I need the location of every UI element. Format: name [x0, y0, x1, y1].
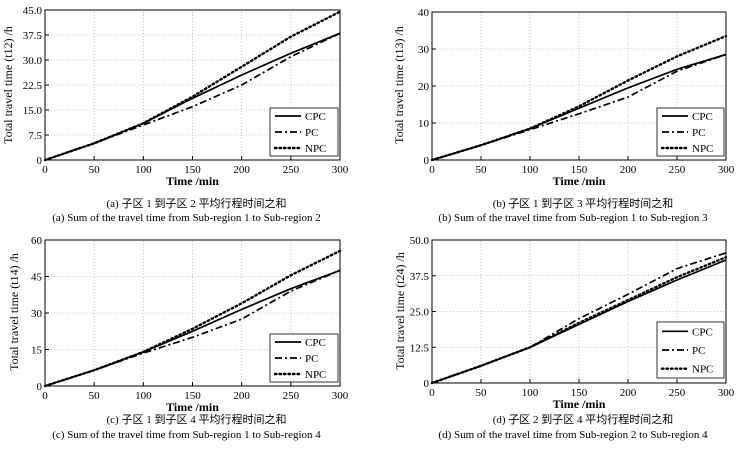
x-tick-label: 300	[332, 164, 349, 176]
legend-label-cpc: CPC	[692, 111, 713, 123]
y-tick-label: 20	[418, 81, 430, 93]
caption-english: (d) Sum of the travel time from Sub-regi…	[438, 429, 708, 441]
legend-label-npc: NPC	[305, 369, 326, 381]
chart-panel-a: 0 50 100 150 200 250 300 0 7.5 15.0 22.5 30.0 37.5 45…	[1, 5, 349, 224]
y-tick-label: 12.5	[410, 342, 430, 354]
legend-label-npc: NPC	[305, 143, 326, 155]
legend: CPC PC NPC	[269, 333, 339, 383]
y-tick-label: 30.0	[23, 55, 43, 67]
legend-label-cpc: CPC	[692, 326, 713, 338]
y-tick-label: 22.5	[23, 80, 43, 92]
chart-panel-b: 0 50 100 150 200 250 300 0 10 20 30 40 Time /min Tota…	[392, 7, 735, 224]
legend-label-pc: PC	[692, 127, 705, 139]
legend-label-cpc: CPC	[305, 111, 326, 123]
x-tick-label: 50	[89, 390, 101, 402]
caption-english: (a) Sum of the travel time from Sub-regi…	[52, 212, 321, 224]
x-tick-label: 0	[429, 164, 435, 176]
y-tick-label: 15	[31, 345, 43, 357]
y-tick-label: 37.5	[23, 30, 43, 42]
y-axis-label: Total travel time (t24) /h	[393, 252, 407, 370]
x-tick-label: 100	[135, 390, 152, 402]
x-tick-label: 200	[233, 390, 250, 402]
y-tick-label: 15.0	[23, 105, 43, 117]
y-axis-label: Total travel time (t14) /h	[7, 253, 21, 371]
x-tick-label: 50	[476, 164, 488, 176]
y-tick-label: 60	[31, 235, 43, 247]
caption-chinese: (c) 子区 1 到子区 4 平均行程时间之和	[107, 412, 287, 426]
x-tick-label: 50	[89, 164, 101, 176]
x-tick-label: 300	[332, 390, 349, 402]
legend-label-pc: PC	[305, 127, 318, 139]
legend-label-cpc: CPC	[305, 337, 326, 349]
x-tick-label: 50	[476, 387, 488, 399]
series-line-npc	[43, 10, 342, 162]
x-tick-label: 150	[184, 164, 201, 176]
caption-chinese: (b) 子区 1 到子区 3 平均行程时间之和	[493, 196, 674, 210]
x-tick-label: 300	[718, 387, 735, 399]
y-tick-label: 7.5	[28, 130, 42, 142]
legend-label-npc: NPC	[692, 364, 713, 376]
x-tick-label: 200	[620, 387, 637, 399]
x-tick-label: 150	[571, 387, 588, 399]
x-axis-label: Time /min	[166, 174, 219, 188]
y-tick-label: 0	[424, 378, 430, 390]
chart-panel-c: 0 50 100 150 200 250 300 0 15 30 45 60 Time /min Tota…	[7, 235, 349, 441]
x-tick-label: 300	[718, 164, 735, 176]
caption-chinese: (a) 子区 1 到子区 2 平均行程时间之和	[107, 196, 287, 210]
y-axis-label: Total travel time (t12) /h	[1, 26, 15, 144]
x-axis-label: Time /min	[553, 174, 606, 188]
x-tick-label: 0	[429, 387, 435, 399]
x-tick-label: 200	[233, 164, 250, 176]
y-tick-label: 0	[37, 381, 43, 393]
caption-chinese: (d) 子区 2 到子区 4 平均行程时间之和	[493, 412, 674, 426]
x-tick-label: 250	[283, 390, 300, 402]
y-tick-label: 40	[418, 7, 430, 19]
x-tick-label: 250	[283, 164, 300, 176]
legend: CPC PC NPC	[269, 107, 339, 157]
x-tick-label: 100	[522, 387, 539, 399]
y-tick-label: 0	[37, 155, 43, 167]
y-tick-label: 45.0	[23, 5, 43, 17]
x-tick-label: 100	[522, 164, 539, 176]
y-tick-label: 0	[424, 155, 430, 167]
y-axis-label: Total travel time (t13) /h	[392, 26, 406, 144]
caption-english: (c) Sum of the travel time from Sub-regi…	[52, 429, 321, 441]
caption-english: (b) Sum of the travel time from Sub-regi…	[438, 212, 708, 224]
chart-panel-d: 0 50 100 150 200 250 300 0 12.5 25.0 37.5 50.0 Time …	[393, 235, 735, 441]
legend-label-npc: NPC	[692, 143, 713, 155]
x-tick-label: 250	[669, 387, 686, 399]
x-axis-label: Time /min	[166, 400, 219, 414]
legend: CPC PC NPC	[656, 107, 725, 157]
x-tick-label: 250	[669, 164, 686, 176]
x-tick-label: 150	[571, 164, 588, 176]
series-line-npc	[430, 256, 728, 385]
x-tick-label: 0	[42, 390, 48, 402]
x-tick-label: 150	[184, 390, 201, 402]
grid	[45, 240, 340, 386]
x-tick-label: 200	[620, 164, 637, 176]
y-tick-label: 25.0	[410, 307, 430, 319]
y-tick-label: 30	[418, 44, 430, 56]
y-tick-label: 30	[31, 308, 43, 320]
legend-label-pc: PC	[305, 353, 318, 365]
legend-label-pc: PC	[692, 345, 705, 357]
y-tick-label: 10	[418, 118, 430, 130]
x-tick-label: 100	[135, 164, 152, 176]
x-axis-label: Time /min	[553, 397, 606, 411]
y-tick-label: 45	[31, 272, 43, 284]
y-tick-label: 50.0	[410, 235, 430, 247]
series-line-npc	[43, 249, 342, 388]
legend: CPC PC NPC	[656, 321, 725, 379]
grid	[432, 240, 726, 383]
y-tick-label: 37.5	[410, 271, 430, 283]
x-tick-label: 0	[42, 164, 48, 176]
